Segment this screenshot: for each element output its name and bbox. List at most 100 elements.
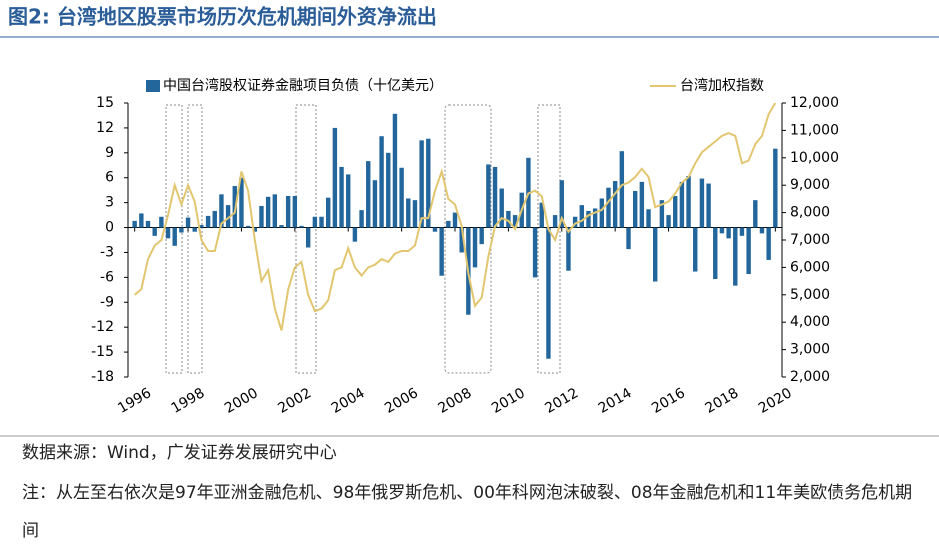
y-tick-label: 6 [105, 170, 114, 186]
bar [586, 210, 591, 228]
bar [279, 225, 284, 228]
bar [399, 167, 404, 228]
bar [739, 227, 745, 236]
bar [332, 127, 338, 228]
bar [539, 202, 544, 228]
bar [666, 215, 671, 228]
bar [245, 225, 251, 228]
x-tick-label: 2016 [649, 385, 688, 417]
bar [506, 210, 511, 228]
bar [159, 216, 164, 228]
bar [626, 227, 631, 250]
bar [259, 205, 264, 228]
bar [746, 227, 751, 275]
bar [326, 197, 331, 228]
y2-tick-label: 3,000 [790, 342, 830, 358]
bar [359, 210, 364, 228]
bar [766, 227, 771, 260]
bar [239, 177, 244, 228]
bar [472, 227, 478, 268]
x-tick-label: 2020 [756, 385, 795, 417]
bar [592, 208, 598, 228]
bar [165, 227, 171, 239]
x-tick-label: 2000 [222, 385, 261, 417]
bar [646, 209, 651, 228]
bar [265, 196, 271, 228]
x-tick-label: 2014 [596, 385, 635, 417]
bar [346, 174, 351, 228]
bar [132, 220, 137, 228]
y2-tick-label: 4,000 [790, 314, 830, 330]
bar [559, 180, 564, 228]
crisis-box [187, 104, 203, 374]
y2-tick-label: 11,000 [790, 122, 839, 138]
line [134, 102, 777, 331]
bar [512, 215, 518, 228]
x-tick-label: 2012 [542, 385, 581, 417]
bar [446, 220, 451, 228]
bar [312, 216, 318, 228]
crisis-box [165, 104, 183, 374]
crisis-boxes [165, 104, 561, 374]
bar [726, 227, 731, 239]
x-tick-label: 2004 [329, 385, 368, 417]
y2-tick-label: 2,000 [790, 369, 830, 385]
y2-tick-label: 9,000 [790, 177, 830, 193]
y2-tick-label: 6,000 [790, 259, 830, 275]
bar [492, 166, 498, 228]
bar [192, 227, 197, 232]
note: 注：从左至右依次是97年亚洲金融危机、98年俄罗斯危机、00年科网泡沫破裂、08… [22, 483, 913, 541]
bar [139, 213, 144, 228]
bar [392, 113, 398, 228]
bar [452, 212, 458, 228]
bar [612, 181, 618, 228]
bar [225, 205, 231, 228]
bar [759, 227, 765, 234]
bar [546, 227, 551, 359]
bar [412, 200, 418, 228]
bar [439, 227, 444, 276]
y-tick-label: -18 [91, 369, 114, 385]
crisis-box [537, 104, 561, 374]
x-tick-label: 2018 [703, 385, 742, 417]
bar [185, 217, 191, 228]
bar [172, 227, 177, 246]
bar [632, 191, 638, 228]
x-tick-label: 2006 [382, 385, 421, 417]
bar [532, 227, 538, 278]
legend-label: 台湾加权指数 [680, 77, 764, 94]
x-tick-label: 2002 [275, 385, 314, 417]
bar [386, 152, 391, 228]
bar [426, 138, 431, 228]
bar [299, 225, 304, 228]
bar [653, 227, 658, 282]
y-tick-label: 3 [105, 195, 114, 211]
bar [432, 227, 438, 232]
bar [699, 178, 705, 228]
y-tick-label: -9 [100, 294, 114, 310]
y2-tick-label: 10,000 [790, 150, 839, 166]
bar [305, 227, 311, 248]
bar [419, 140, 424, 228]
bar [773, 148, 778, 228]
bar [579, 205, 584, 228]
y-tick-label: -3 [100, 244, 114, 260]
bar [179, 227, 184, 233]
bar [319, 216, 324, 228]
bar [219, 194, 224, 228]
crisis-box [444, 104, 492, 374]
x-tick-label: 2008 [436, 385, 475, 417]
bar [572, 216, 578, 228]
bar [379, 136, 384, 228]
y2-tick-label: 8,000 [790, 205, 830, 221]
source: 数据来源：Wind，广发证券发展研究中心 [22, 443, 337, 463]
chart-title: 图2: 台湾地区股票市场历次危机期间外资净流出 [8, 5, 437, 29]
bar [673, 195, 678, 228]
bar [406, 198, 411, 228]
bar [252, 227, 257, 232]
bar [599, 198, 605, 228]
bar [479, 227, 484, 245]
x-tick-label: 1998 [169, 385, 208, 417]
bar [679, 181, 685, 228]
